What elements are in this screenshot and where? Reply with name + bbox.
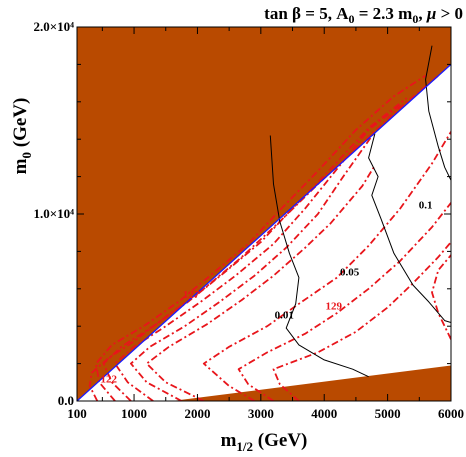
- x-tick-label: 2000: [184, 406, 210, 421]
- relic-density-contours: [269, 45, 451, 378]
- y-axis-title: m0 (GeV): [10, 98, 34, 175]
- x-axis-title-unit: (GeV): [253, 430, 307, 451]
- plot-area: [77, 27, 451, 401]
- x-axis-title-main: m: [221, 430, 237, 451]
- higgs-contour-line-4: [145, 164, 376, 401]
- x-tick-label: 6000: [438, 406, 464, 421]
- x-tick-label: 1000: [121, 406, 147, 421]
- title-mid: = 5, A: [301, 4, 349, 23]
- x-tick-label: 100: [67, 406, 87, 421]
- relic-contour-0.01: [269, 135, 369, 378]
- title-tail: > 0: [436, 4, 463, 23]
- relic-contour-0.1: [425, 45, 451, 181]
- boundary-line: [77, 63, 451, 401]
- higgs-contour-line-1: [237, 202, 451, 401]
- higgs-mass-contours: [88, 74, 451, 401]
- x-tick-label: 3000: [248, 406, 274, 421]
- y-tick-label: 1.0×10⁴: [33, 206, 74, 221]
- x-axis-title: m1/2 (GeV): [221, 430, 308, 454]
- title-mu-lead: ,: [418, 4, 427, 23]
- x-axis-title-sub: 1/2: [236, 439, 253, 454]
- relic-label-0.01: 0.01: [275, 310, 294, 322]
- higgs-contour-line-3: [431, 254, 451, 340]
- y-tick-label: 0.0: [58, 393, 74, 408]
- y-axis-title-main: m: [10, 158, 31, 174]
- relic-label-0.1: 0.1: [419, 199, 433, 211]
- title-mid2: = 2.3 m: [354, 4, 412, 23]
- excluded-bottom-region: [172, 365, 451, 401]
- y-tick-labels: 0.0 1.0×10⁴ 2.0×10⁴: [33, 19, 74, 408]
- title-mu: μ: [426, 4, 436, 23]
- boundary-line: [77, 63, 451, 401]
- higgs-label-127: 127: [183, 289, 200, 301]
- higgs-contour-127: [129, 131, 376, 401]
- higgs-label-129: 129: [325, 300, 342, 312]
- y-axis-title-unit: (GeV): [10, 98, 31, 152]
- title-lead: tan: [264, 4, 292, 23]
- y-tick-label: 2.0×10⁴: [33, 19, 74, 34]
- higgs-label-122: 122: [100, 373, 117, 385]
- contour-labels: 122 127 129 0.01 0.05 0.1: [100, 199, 432, 385]
- higgs-contour-122: [88, 74, 439, 401]
- chart-title: tan β = 5, A0 = 2.3 m0, μ > 0: [264, 4, 463, 26]
- x-tick-label: 4000: [311, 406, 337, 421]
- title-beta: β: [292, 4, 301, 23]
- relic-label-0.05: 0.05: [340, 267, 360, 279]
- title-a-sub: 0: [348, 12, 354, 26]
- title-m-sub: 0: [412, 12, 418, 26]
- higgs-contour-line-0: [202, 131, 451, 401]
- x-tick-label: 5000: [375, 406, 401, 421]
- higgs-contour-line-6: [114, 104, 401, 401]
- axis-ticks: [76, 26, 452, 402]
- higgs-contour-line-7: [102, 97, 408, 401]
- x-tick-labels: 100 1000 2000 3000 4000 5000 6000: [67, 406, 464, 421]
- y-axis-title-sub: 0: [19, 152, 34, 159]
- relic-contour-0.05: [368, 133, 451, 323]
- higgs-contour-129: [272, 241, 451, 401]
- higgs-contour-line-8: [95, 74, 427, 401]
